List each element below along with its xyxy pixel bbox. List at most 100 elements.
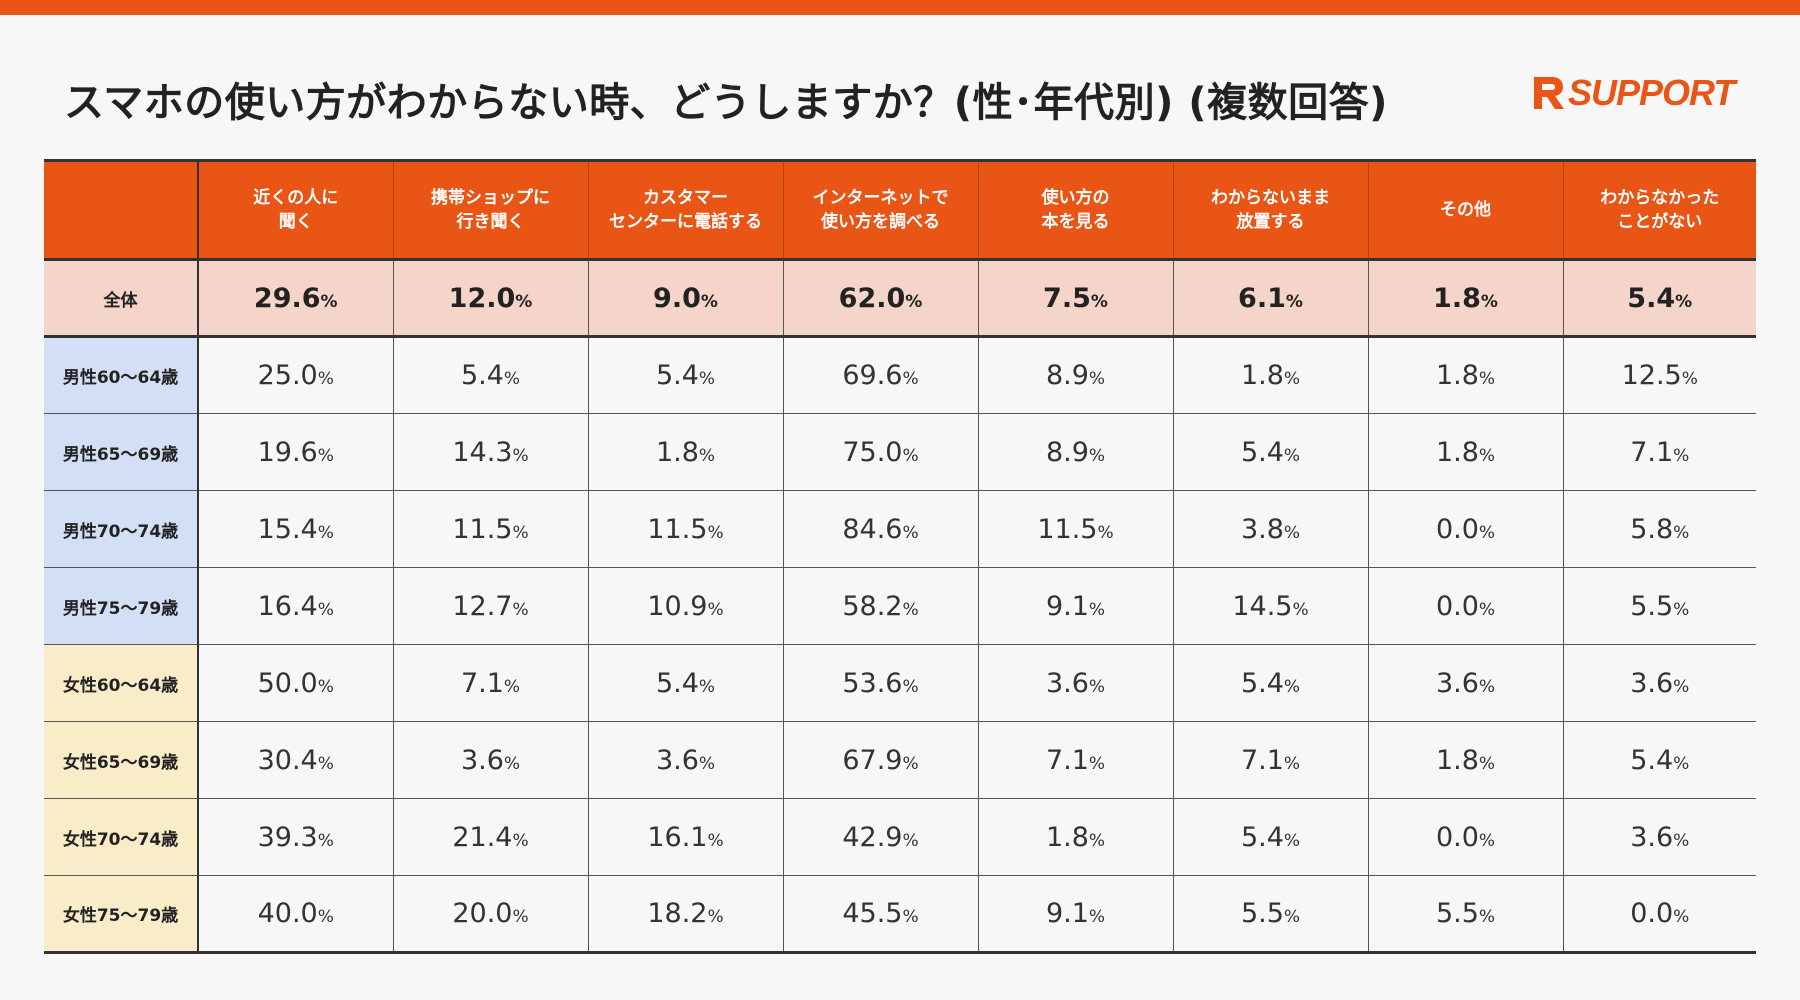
column-header-label: わからなかった ことがない — [1600, 188, 1720, 232]
cell-value: 3.6 — [1630, 667, 1674, 699]
table-cell: 5.4% — [1563, 721, 1756, 799]
table-cell: 11.5% — [978, 490, 1174, 568]
header-corner — [44, 159, 199, 260]
cell-unit: % — [1681, 369, 1698, 389]
table-cell: 7.1% — [1173, 721, 1369, 799]
table-cell: 5.4% — [1563, 258, 1756, 338]
cell-value: 42.9 — [842, 821, 903, 853]
cell-unit: % — [902, 445, 919, 466]
cell-value: 12.7 — [452, 590, 513, 622]
table-cell: 5.4% — [1173, 798, 1369, 876]
table-cell: 45.5% — [783, 875, 979, 954]
total-row: 全体 29.6% 12.0% 9.0% 62.0% 7.5% 6.1% 1.8% 5.4% — [44, 258, 1756, 338]
cell-unit: % — [317, 369, 334, 389]
column-header-4: インターネットで 使い方を調べる — [783, 159, 979, 260]
header-row: 近くの人に 聞く 携帯ショップに 行き聞く カスタマー センターに電話する インターネ… — [44, 159, 1756, 260]
table-cell: 5.5% — [1173, 875, 1369, 954]
table-cell: 7.1% — [1563, 413, 1756, 491]
cell-unit: % — [1478, 907, 1496, 927]
cell-unit: % — [503, 753, 521, 774]
column-header-label: カスタマー センターに電話する — [609, 188, 762, 232]
cell-unit: % — [698, 445, 716, 466]
cell-unit: % — [317, 830, 334, 851]
top-accent-bar — [0, 0, 1800, 15]
cell-value: 25.0 — [257, 360, 318, 391]
cell-unit: % — [512, 830, 529, 851]
cell-value: 39.3 — [257, 821, 318, 853]
cell-value: 12.0 — [448, 282, 516, 314]
cell-value: 3.6 — [1045, 667, 1089, 699]
cell-unit: % — [698, 369, 716, 389]
table-cell: 69.6% — [783, 336, 979, 414]
table-cell: 1.8% — [1368, 336, 1564, 414]
table-cell: 9.1% — [978, 567, 1174, 645]
cell-unit: % — [698, 676, 716, 697]
table-cell: 6.1% — [1173, 258, 1369, 338]
table-cell: 5.8% — [1563, 490, 1756, 568]
rsupport-logo: SUPPORT — [1530, 70, 1735, 116]
cell-value: 5.4 — [1630, 744, 1674, 776]
cell-value: 7.5 — [1043, 282, 1091, 314]
cell-value: 0.0 — [1435, 590, 1479, 622]
column-header-1: 近くの人に 聞く — [198, 159, 394, 260]
table-cell: 5.4% — [1173, 644, 1369, 722]
column-header-8: わからなかった ことがない — [1563, 159, 1756, 260]
cell-value: 40.0 — [257, 898, 318, 929]
cell-value: 84.6 — [842, 513, 903, 545]
cell-unit: % — [698, 753, 716, 774]
row-label: 男性70～74歳 — [44, 490, 199, 568]
cell-value: 3.6 — [460, 744, 504, 776]
cell-value: 53.6 — [842, 667, 903, 699]
logo-r-mark-icon — [1534, 77, 1564, 109]
cell-value: 18.2 — [647, 898, 708, 929]
table-cell: 0.0% — [1368, 567, 1564, 645]
cell-unit: % — [1478, 830, 1496, 851]
row-label: 女性60～64歳 — [44, 644, 199, 722]
cell-unit: % — [902, 599, 919, 620]
cell-unit: % — [902, 522, 919, 543]
cell-value: 5.4 — [460, 360, 504, 391]
cell-value: 3.8 — [1240, 513, 1284, 545]
table-cell: 7.1% — [978, 721, 1174, 799]
row-label: 男性65～69歳 — [44, 413, 199, 491]
cell-value: 7.1 — [1240, 744, 1284, 776]
table-cell: 42.9% — [783, 798, 979, 876]
table-cell: 39.3% — [198, 798, 394, 876]
table-cell: 1.8% — [1368, 258, 1564, 338]
cell-unit: % — [707, 830, 724, 851]
cell-unit: % — [1088, 753, 1106, 774]
cell-unit: % — [1673, 830, 1690, 851]
table-cell: 7.1% — [393, 644, 589, 722]
column-header-2: 携帯ショップに 行き聞く — [393, 159, 589, 260]
table-cell: 1.8% — [978, 798, 1174, 876]
cell-value: 19.6 — [257, 436, 318, 468]
table-cell: 5.4% — [1173, 413, 1369, 491]
cell-unit: % — [317, 522, 334, 543]
cell-unit: % — [512, 599, 529, 620]
cell-unit: % — [1283, 753, 1301, 774]
table-cell: 15.4% — [198, 490, 394, 568]
cell-value: 5.5 — [1435, 898, 1479, 929]
cell-unit: % — [1675, 291, 1693, 312]
table-row: 男性65～69歳 19.6% 14.3% 1.8% 75.0% 8.9% 5.4% 1.8% 7… — [44, 413, 1756, 491]
cell-unit: % — [1097, 522, 1114, 543]
cell-value: 1.8 — [1435, 436, 1479, 468]
table-row: 女性70～74歳 39.3% 21.4% 16.1% 42.9% 1.8% 5.4% 0.0%… — [44, 798, 1756, 876]
cell-unit: % — [1088, 907, 1106, 927]
cell-value: 5.8 — [1630, 513, 1674, 545]
table-cell: 11.5% — [393, 490, 589, 568]
cell-value: 7.1 — [460, 667, 504, 699]
cell-value: 15.4 — [257, 513, 318, 545]
cell-unit: % — [902, 676, 919, 697]
table-cell: 75.0% — [783, 413, 979, 491]
cell-value: 5.4 — [1627, 282, 1676, 314]
cell-value: 3.6 — [1630, 821, 1674, 853]
column-header-7: その他 — [1368, 159, 1564, 260]
cell-unit: % — [1283, 522, 1301, 543]
cell-unit: % — [1673, 599, 1690, 620]
table-cell: 30.4% — [198, 721, 394, 799]
cell-unit: % — [1283, 445, 1301, 466]
cell-unit: % — [1285, 291, 1303, 312]
cell-value: 8.9 — [1045, 436, 1089, 468]
table-cell: 3.6% — [1563, 798, 1756, 876]
